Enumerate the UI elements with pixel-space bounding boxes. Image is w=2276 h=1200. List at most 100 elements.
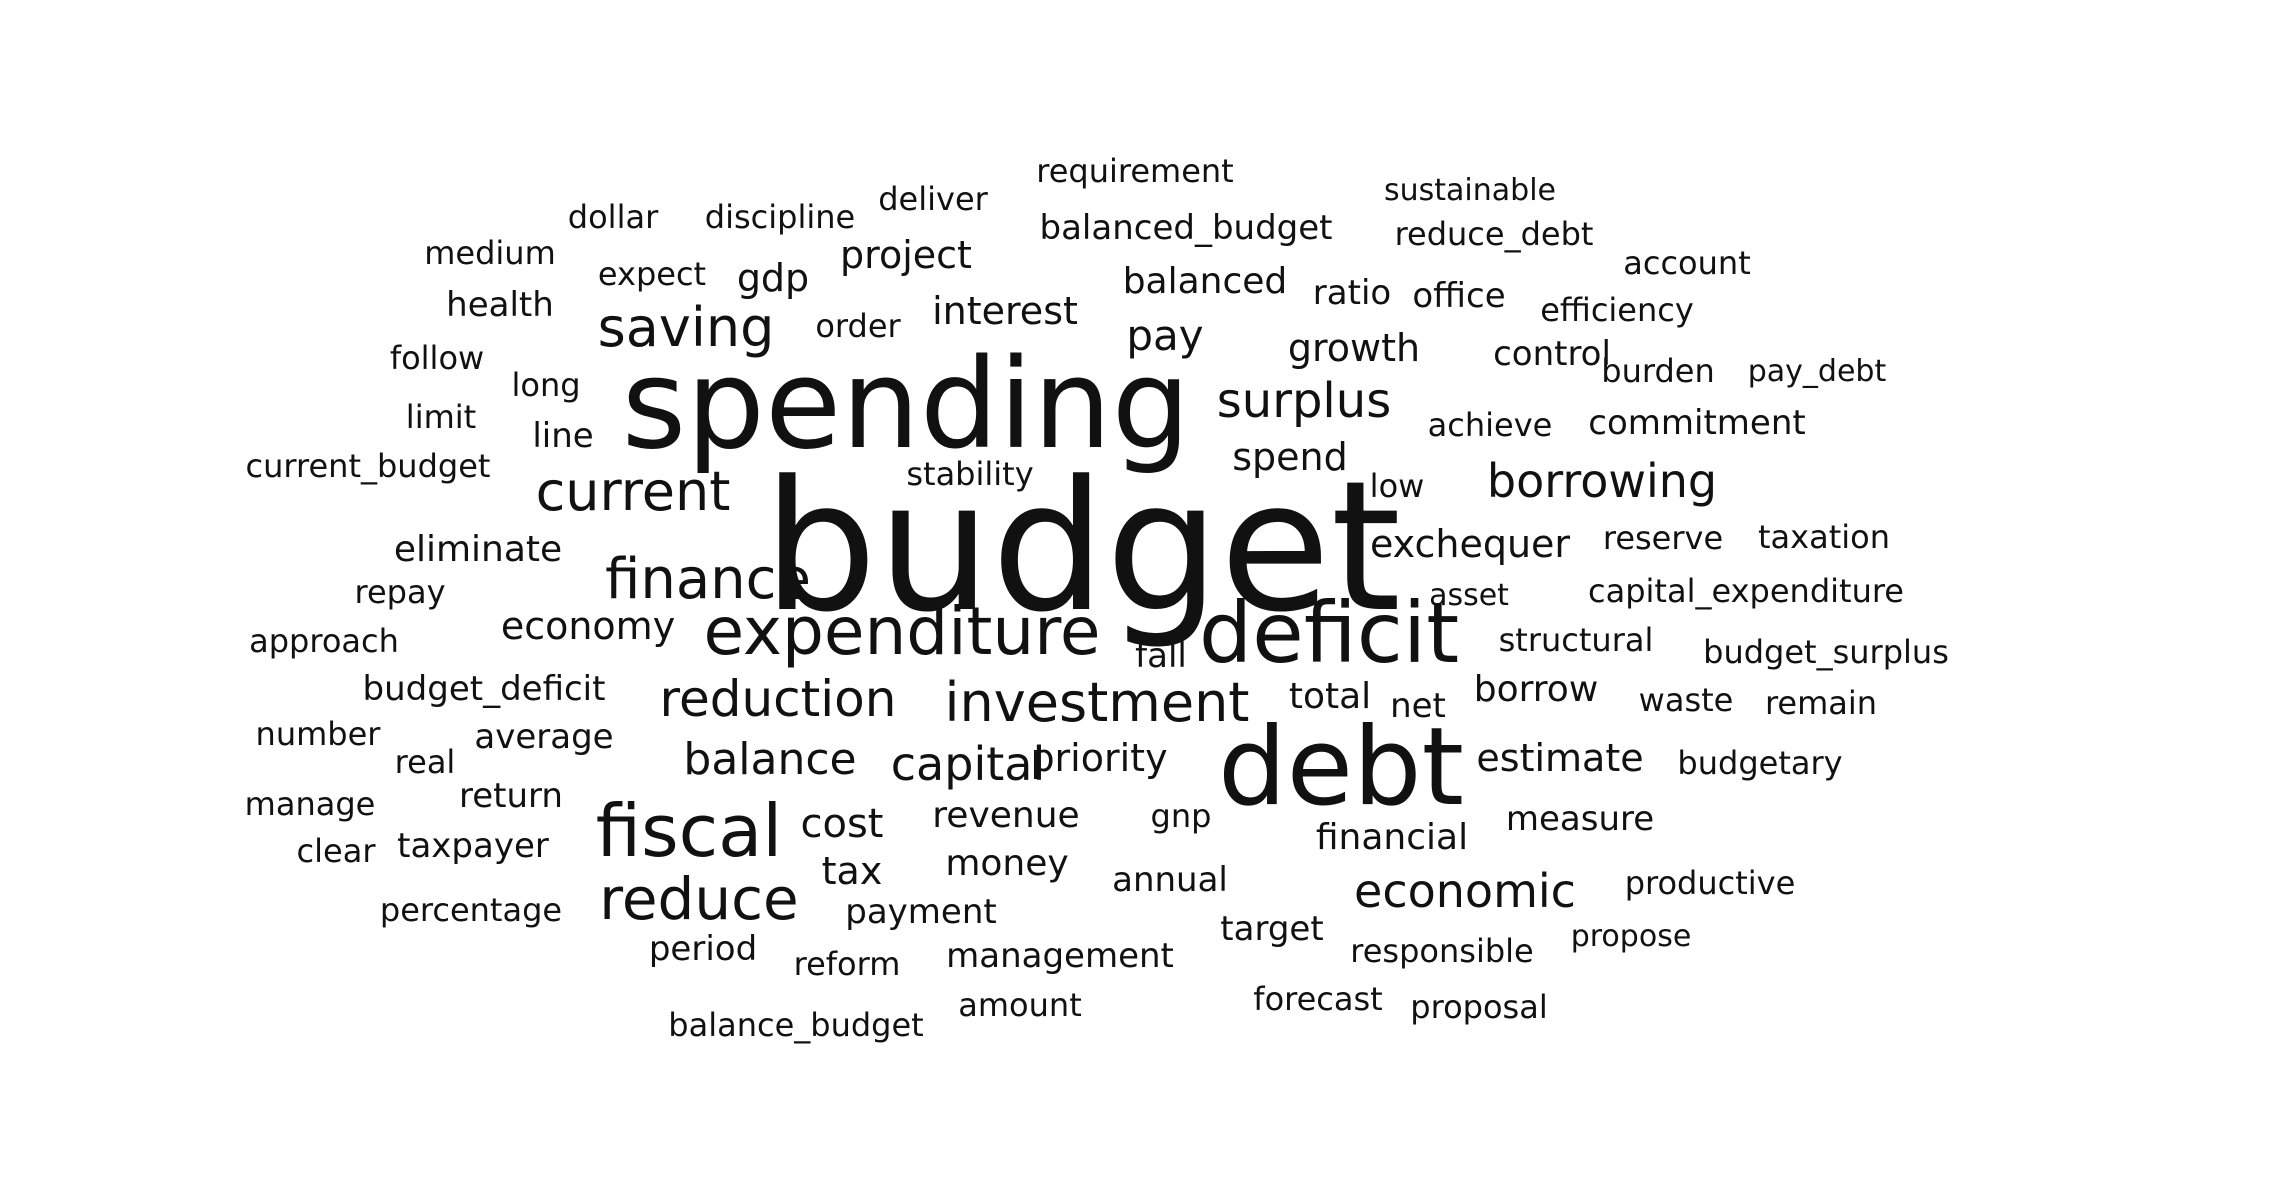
word: budgetary [1677, 744, 1843, 782]
word: debt [1218, 705, 1464, 830]
word: pay_debt [1747, 354, 1887, 389]
word: interest [932, 289, 1078, 333]
word: health [446, 285, 554, 325]
word: commitment [1588, 403, 1806, 443]
word: balanced_budget [1039, 208, 1333, 248]
word: borrowing [1486, 454, 1718, 508]
word: fiscal [595, 789, 783, 873]
word: structural [1498, 621, 1654, 659]
word: stability [906, 455, 1034, 493]
word: low [1369, 467, 1425, 505]
word: average [474, 717, 614, 757]
word: forecast [1253, 980, 1383, 1018]
word: estimate [1476, 736, 1644, 780]
word: ratio [1312, 273, 1392, 313]
word: measure [1505, 799, 1655, 839]
word: gnp [1150, 797, 1212, 835]
word: net [1390, 686, 1446, 726]
word: deliver [878, 180, 988, 218]
word: burden [1601, 352, 1715, 390]
word: investment [944, 671, 1250, 734]
word: balanced [1122, 261, 1288, 302]
word: order [815, 307, 901, 345]
word: reduce [599, 865, 799, 933]
word: project [840, 233, 972, 277]
word: return [459, 776, 563, 816]
word: manage [244, 785, 376, 823]
word: office [1412, 276, 1506, 316]
word: exchequer [1369, 522, 1571, 566]
word: approach [249, 622, 399, 660]
word: capital [890, 737, 1046, 791]
word: real [394, 743, 456, 781]
word: budget_deficit [362, 669, 606, 709]
word: balance [683, 734, 857, 785]
word: priority [1030, 736, 1168, 780]
word: budget_surplus [1703, 633, 1949, 671]
word: dollar [567, 198, 659, 236]
word: medium [424, 234, 556, 272]
word: follow [389, 339, 485, 377]
word: tax [821, 849, 883, 893]
word: reduce_debt [1394, 215, 1594, 253]
word: total [1288, 676, 1372, 717]
word: growth [1287, 326, 1421, 370]
word: gdp [736, 256, 810, 300]
word: cost [800, 801, 884, 847]
word: achieve [1427, 406, 1553, 444]
word: efficiency [1540, 291, 1694, 329]
word: eliminate [393, 529, 563, 570]
word: long [511, 366, 581, 404]
word: account [1623, 244, 1751, 282]
word: revenue [932, 795, 1080, 836]
word: propose [1570, 919, 1692, 954]
word: percentage [379, 891, 563, 929]
word: line [532, 416, 594, 456]
word: borrow [1473, 669, 1599, 710]
word: deficit [1198, 584, 1460, 682]
word: requirement [1036, 152, 1234, 190]
word: economic [1354, 864, 1576, 918]
word: spend [1232, 435, 1348, 479]
word: management [946, 936, 1174, 976]
word: sustainable [1384, 173, 1556, 208]
word: expect [597, 255, 707, 293]
word: taxpayer [397, 826, 549, 866]
word: repay [354, 573, 446, 611]
word: saving [597, 296, 775, 359]
word: asset [1429, 578, 1509, 613]
word: spending [621, 333, 1191, 477]
word: reduction [659, 670, 897, 728]
word: limit [405, 398, 477, 436]
word: waste [1638, 681, 1734, 719]
word: money [945, 843, 1069, 884]
word: pay [1126, 311, 1204, 360]
word: amount [958, 986, 1082, 1024]
word: fall [1135, 636, 1187, 676]
word: economy [500, 604, 676, 648]
word: period [648, 929, 758, 969]
word: productive [1624, 864, 1796, 902]
word: budget [762, 443, 1402, 652]
word: target [1220, 909, 1324, 949]
word: expenditure [703, 593, 1101, 670]
word: current_budget [245, 447, 491, 485]
word: balance_budget [668, 1006, 924, 1044]
word: finance [605, 547, 811, 612]
word: financial [1315, 817, 1469, 858]
word: payment [845, 892, 997, 932]
word: control [1493, 334, 1611, 374]
word: remain [1764, 684, 1878, 722]
word: current [535, 460, 731, 523]
word: taxation [1758, 518, 1890, 556]
word: responsible [1350, 932, 1534, 970]
word: capital_expenditure [1588, 572, 1904, 610]
word: surplus [1216, 373, 1392, 429]
word: annual [1112, 860, 1228, 900]
word: number [255, 715, 381, 753]
word: proposal [1410, 988, 1548, 1026]
word: reform [793, 945, 901, 983]
word: reserve [1602, 519, 1724, 557]
word: clear [296, 832, 376, 870]
